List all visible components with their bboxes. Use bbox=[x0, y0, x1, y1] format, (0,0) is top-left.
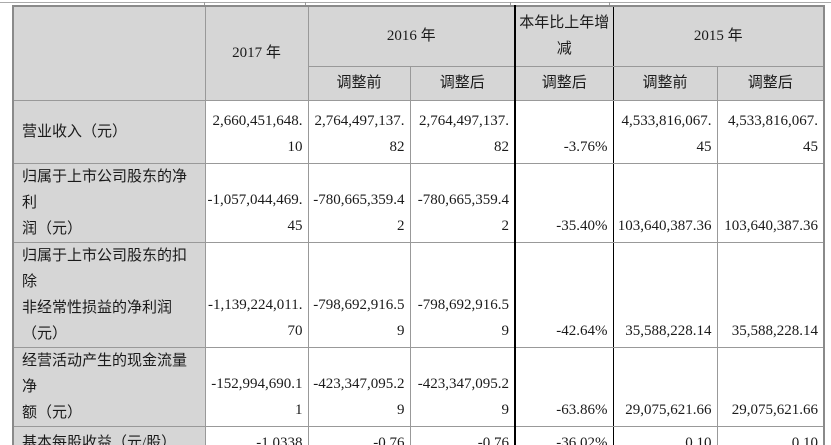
table-row-net-profit: 归属于上市公司股东的净利 润（元） -1,057,044,469. 45 -78… bbox=[12, 162, 825, 243]
table-row-revenue: 营业收入（元） 2,660,451,648. 10 2,764,497,137.… bbox=[12, 99, 825, 164]
cell-2016-post: -798,692,916.5 9 bbox=[409, 241, 516, 348]
table-row-basic-eps: 基本每股收益（元/股） -1.0338 -0.76 -0.76 -36.02% … bbox=[12, 425, 825, 445]
cell-2015-post: 0.10 bbox=[716, 425, 825, 445]
table-row-net-profit-deducted: 归属于上市公司股东的扣除 非经常性损益的净利润（元） -1,139,224,01… bbox=[12, 241, 825, 348]
grid-tick bbox=[305, 2, 306, 6]
cell-2016-pre: -798,692,916.5 9 bbox=[307, 241, 411, 348]
financial-summary-table: 2017 年 2016 年 本年比上年增 减 2015 年 调整前 调整后 调整… bbox=[12, 5, 825, 445]
header-row-years: 2017 年 2016 年 本年比上年增 减 2015 年 bbox=[12, 5, 825, 101]
corner-cell bbox=[12, 5, 206, 101]
cell-change: -42.64% bbox=[514, 241, 614, 348]
cell-change: -35.40% bbox=[514, 162, 614, 243]
cell-2015-pre: 4,533,816,067. 45 bbox=[612, 99, 718, 164]
header-row-adjust: 调整前 调整后 调整后 调整前 调整后 bbox=[13, 65, 825, 101]
cell-2015-pre: 0.10 bbox=[612, 425, 718, 445]
cell-2016-pre: 2,764,497,137. 82 bbox=[307, 99, 411, 164]
cell-2017: -1,139,224,011. 70 bbox=[204, 241, 309, 348]
row-label: 基本每股收益（元/股） bbox=[12, 425, 206, 445]
cell-2015-pre: 103,640,387.36 bbox=[612, 162, 718, 243]
header-2016: 2016 年 bbox=[307, 5, 516, 67]
cell-change: -3.76% bbox=[514, 99, 614, 164]
cell-2015-post: 103,640,387.36 bbox=[716, 162, 825, 243]
subheader-change-post: 调整后 bbox=[514, 65, 614, 101]
cell-2016-pre: -423,347,095.2 9 bbox=[307, 346, 411, 427]
subheader-2016-post: 调整后 bbox=[409, 65, 516, 101]
subheader-2015-post: 调整后 bbox=[716, 65, 825, 101]
cell-2016-post: -780,665,359.4 2 bbox=[409, 162, 516, 243]
header-2017: 2017 年 bbox=[204, 5, 309, 101]
row-label: 营业收入（元） bbox=[12, 99, 206, 164]
cell-2017: -1.0338 bbox=[204, 425, 309, 445]
table-row-operating-cashflow: 经营活动产生的现金流量净 额（元） -152,994,690.1 1 -423,… bbox=[12, 346, 825, 427]
cell-2016-pre: -0.76 bbox=[307, 425, 411, 445]
cell-2015-pre: 35,588,228.14 bbox=[612, 241, 718, 348]
cell-2016-pre: -780,665,359.4 2 bbox=[307, 162, 411, 243]
header-change: 本年比上年增 减 bbox=[514, 5, 614, 67]
cell-2015-post: 4,533,816,067. 45 bbox=[716, 99, 825, 164]
cell-2016-post: -423,347,095.2 9 bbox=[409, 346, 516, 427]
row-label: 经营活动产生的现金流量净 额（元） bbox=[12, 346, 206, 427]
cell-2016-post: -0.76 bbox=[409, 425, 516, 445]
cell-2017: -152,994,690.1 1 bbox=[204, 346, 309, 427]
cell-2015-post: 29,075,621.66 bbox=[716, 346, 825, 427]
cell-2015-post: 35,588,228.14 bbox=[716, 241, 825, 348]
cell-change: -36.02% bbox=[514, 425, 614, 445]
row-label: 归属于上市公司股东的净利 润（元） bbox=[12, 162, 206, 243]
top-rule bbox=[0, 2, 831, 3]
grid-tick bbox=[609, 2, 610, 6]
cell-change: -63.86% bbox=[514, 346, 614, 427]
grid-tick bbox=[510, 2, 511, 6]
cell-2015-pre: 29,075,621.66 bbox=[612, 346, 718, 427]
grid-tick bbox=[204, 2, 205, 6]
row-label: 归属于上市公司股东的扣除 非经常性损益的净利润（元） bbox=[12, 241, 206, 348]
subheader-2016-pre: 调整前 bbox=[307, 65, 411, 101]
header-2015: 2015 年 bbox=[612, 5, 825, 67]
cell-2017: 2,660,451,648. 10 bbox=[204, 99, 309, 164]
cell-2016-post: 2,764,497,137. 82 bbox=[409, 99, 516, 164]
subheader-2015-pre: 调整前 bbox=[612, 65, 718, 101]
cell-2017: -1,057,044,469. 45 bbox=[204, 162, 309, 243]
